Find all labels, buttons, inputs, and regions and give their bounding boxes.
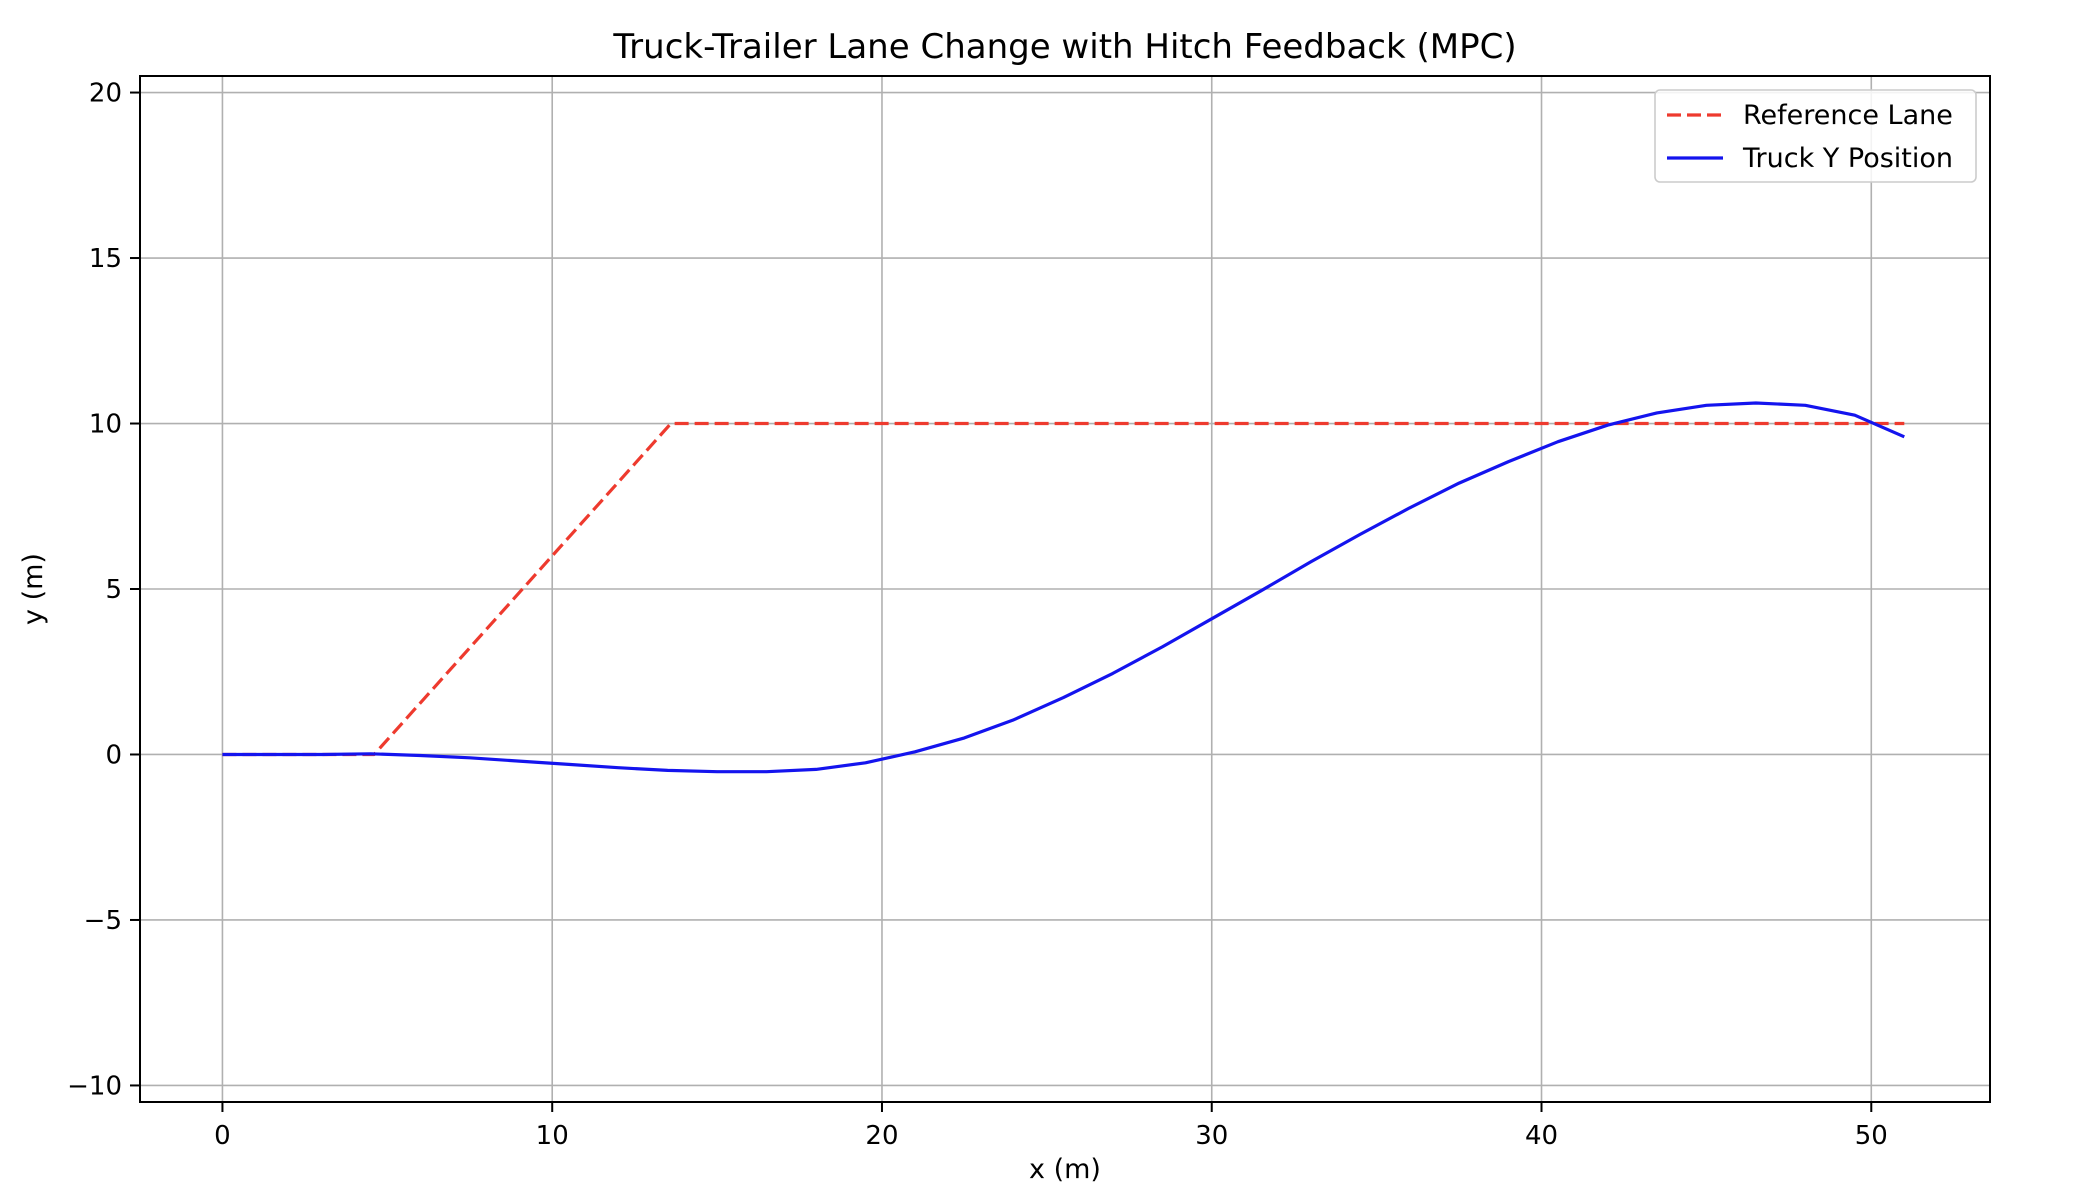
series-layer [222, 401, 1905, 774]
legend-entry-label: Truck Y Position [1742, 143, 1953, 174]
x-tick-label: 40 [1525, 1121, 1558, 1151]
y-axis-label: y (m) [18, 553, 49, 625]
legend: Reference Lane Truck Y Position [1654, 89, 1977, 183]
y-tick-label: 20 [89, 79, 122, 109]
legend-box [1654, 89, 1977, 183]
y-tick-label: 0 [105, 740, 122, 770]
chart-title: Truck-Trailer Lane Change with Hitch Fee… [612, 27, 1516, 67]
x-tick-label: 20 [865, 1121, 898, 1151]
y-tick-label: 10 [89, 410, 122, 440]
series-line-truck-y-position [222, 401, 1905, 774]
x-tick-label: 10 [536, 1121, 569, 1151]
x-axis-label: x (m) [1029, 1154, 1101, 1185]
x-tick-label: 50 [1855, 1121, 1888, 1151]
y-tick-label: 15 [89, 244, 122, 274]
x-tick-label: 0 [214, 1121, 231, 1151]
y-tick-label: 5 [105, 575, 122, 605]
x-tick-label: 30 [1195, 1121, 1228, 1151]
legend-entry-label: Reference Lane [1743, 100, 1953, 131]
y-tick-label: −5 [84, 906, 122, 936]
series-line-reference-lane [222, 421, 1905, 757]
y-tick-label: −10 [67, 1071, 122, 1101]
axis-ticks: 0 10 20 30 40 50 −10 −5 0 5 10 15 20 [67, 79, 1888, 1151]
